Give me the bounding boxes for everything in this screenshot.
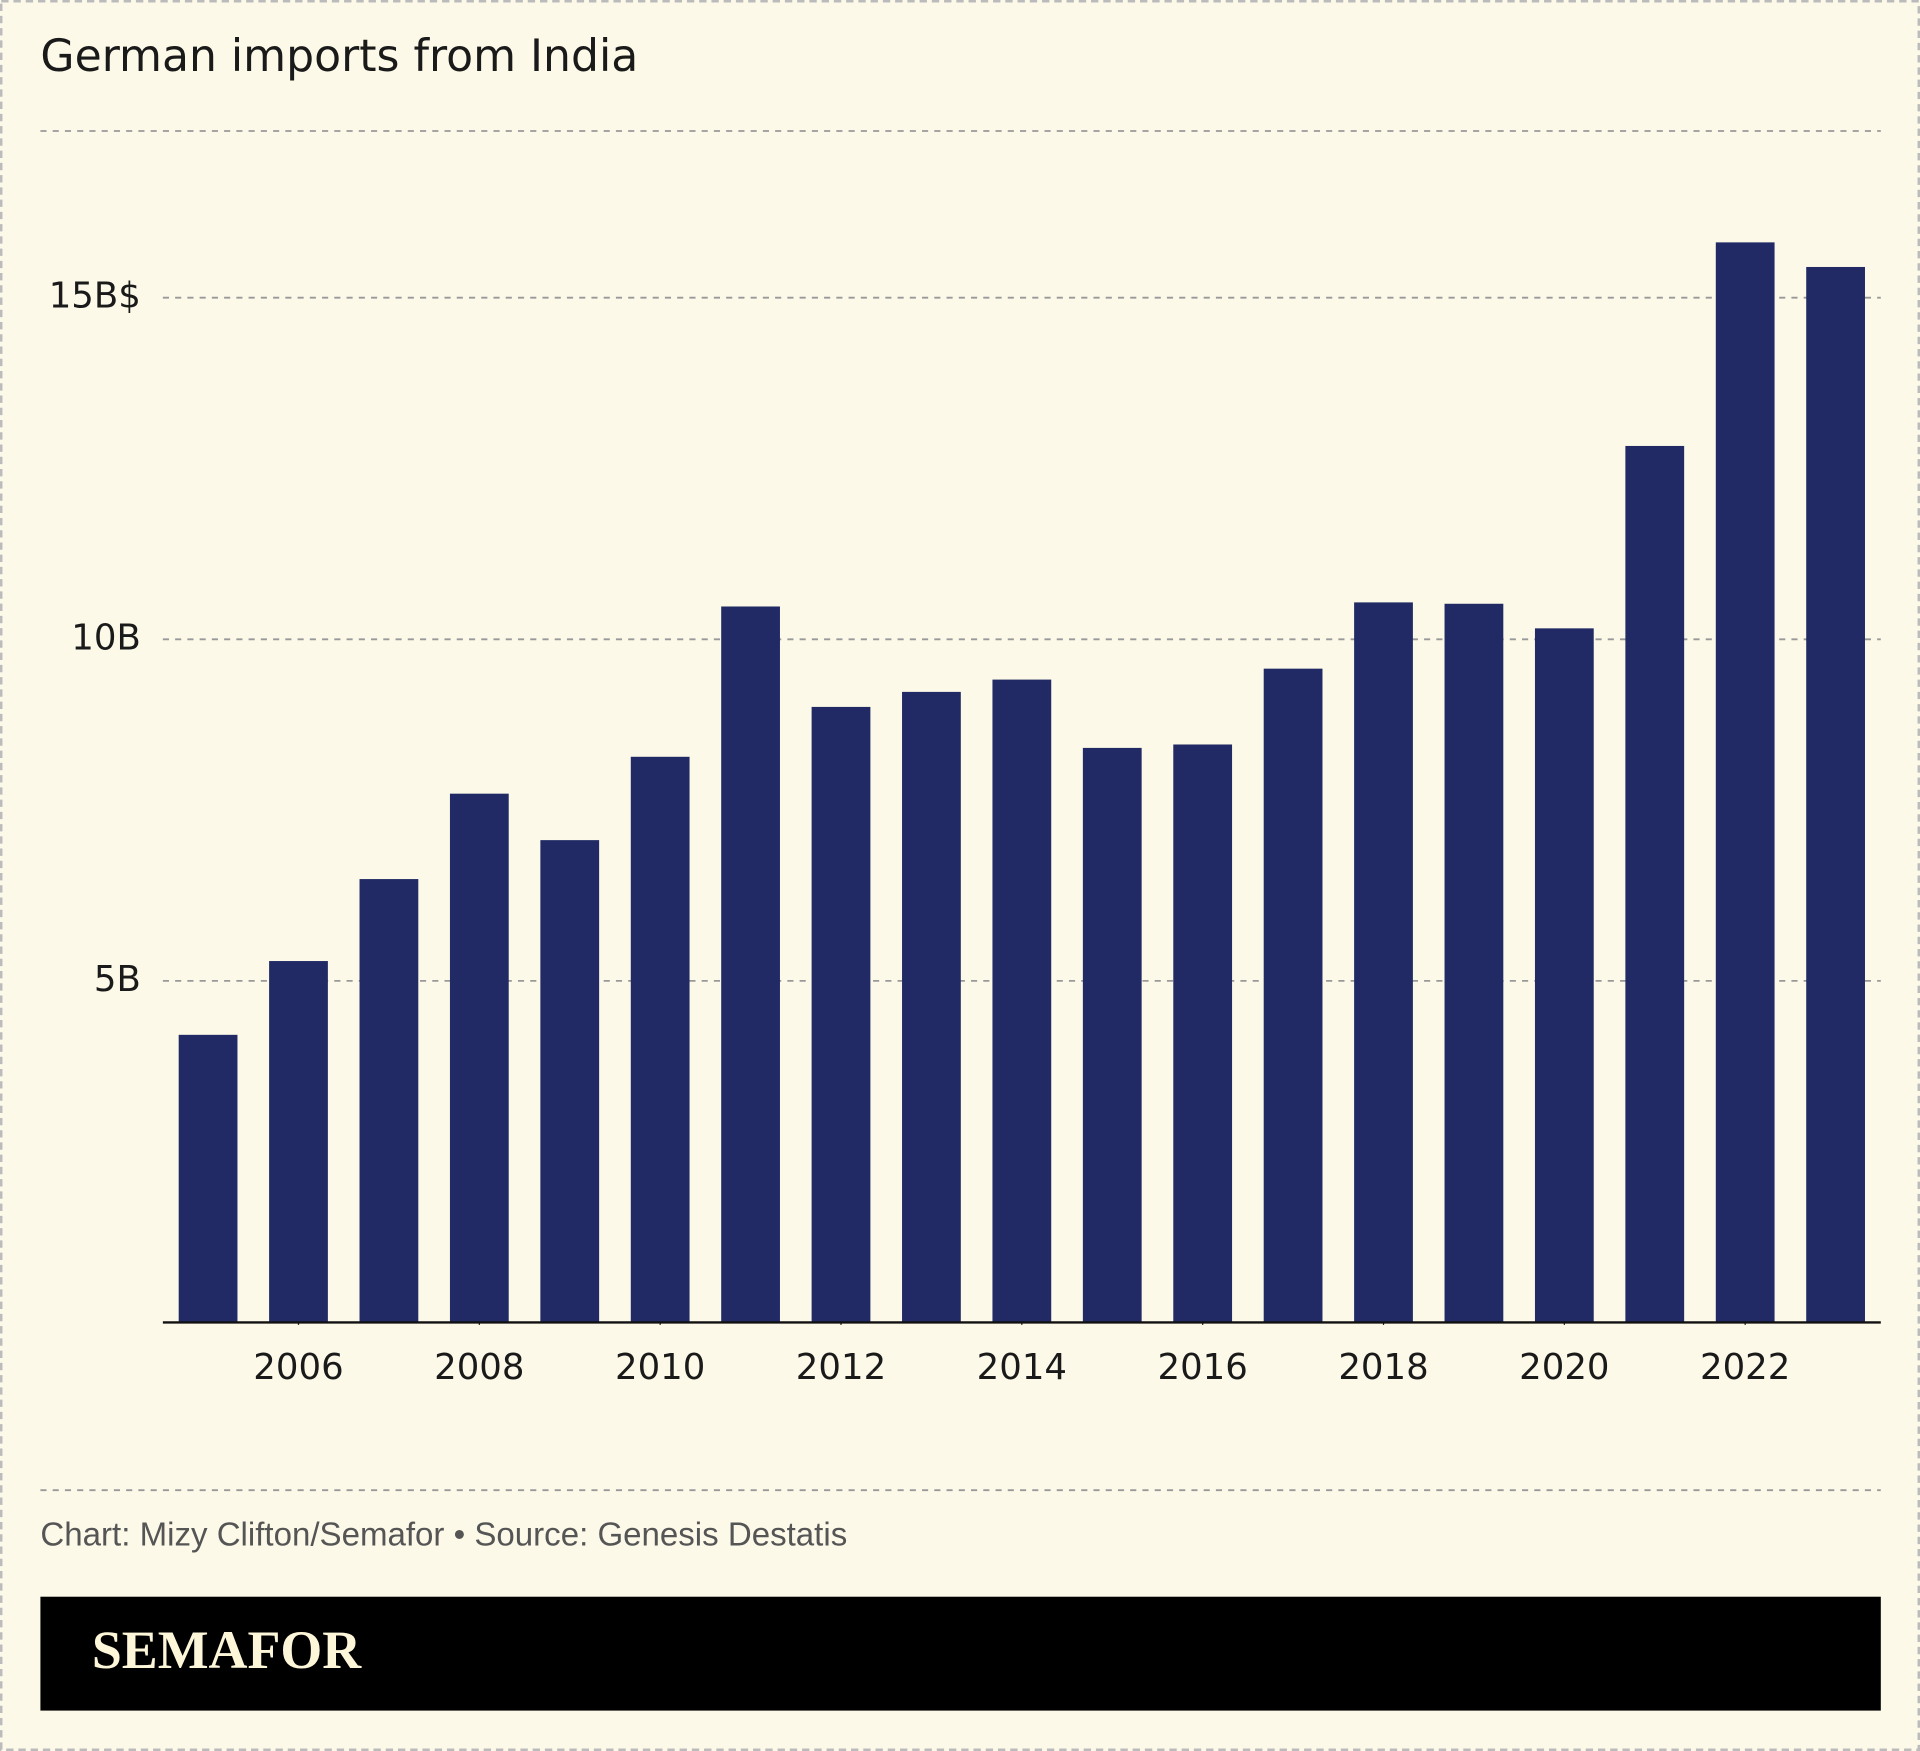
x-tick-label: 2016 [1157,1347,1247,1388]
bar [540,840,600,1323]
bar [1625,445,1685,1323]
bar [1806,266,1865,1323]
bar [1354,602,1413,1323]
x-tick-label: 2014 [977,1347,1067,1388]
source: Chart: Mizy Clifton/Semafor • Source: Ge… [40,1516,847,1553]
y-tick-label: 10B [71,617,141,658]
bar [1715,242,1775,1323]
x-tick-label: 2020 [1519,1347,1609,1388]
x-tick-label: 2010 [615,1347,705,1388]
x-tick-label: 2012 [796,1347,886,1388]
bar [178,1034,238,1323]
bar [992,679,1052,1323]
bar [1263,668,1323,1323]
bar [1082,747,1142,1323]
x-tick-label: 2006 [253,1347,343,1388]
brand: SEMAFOR [92,1620,362,1680]
x-tick-label: 2008 [434,1347,524,1388]
bar [1444,603,1504,1323]
bar [721,606,780,1323]
x-tick-label: 2018 [1338,1347,1428,1388]
chart-title: German imports from India [40,31,638,82]
bar [902,691,961,1323]
bar [269,961,328,1323]
bar [1534,628,1594,1323]
bar [630,756,690,1323]
bar [359,879,419,1323]
bar [811,706,871,1323]
y-tick-label: 15B$ [49,276,141,317]
bar [1173,744,1233,1323]
bar [449,793,509,1323]
y-tick-label: 5B [94,959,141,1000]
brand-bar [40,1596,1881,1711]
x-tick-label: 2022 [1700,1347,1790,1388]
